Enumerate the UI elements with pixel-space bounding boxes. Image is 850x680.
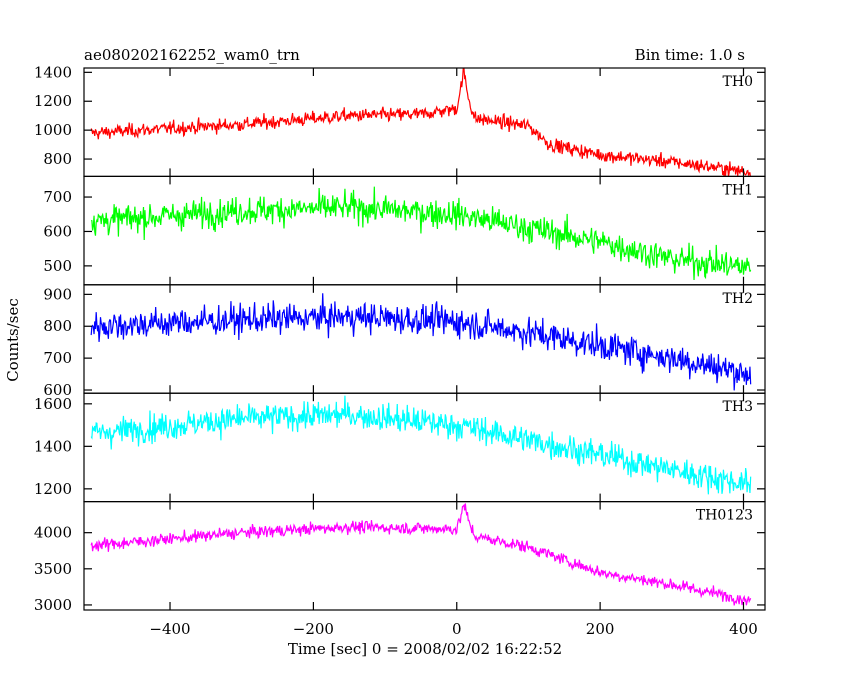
series-th3 xyxy=(90,395,752,495)
y-tick-label: 800 xyxy=(43,317,72,335)
y-tick-label: 1600 xyxy=(34,395,72,413)
y-tick-label: 700 xyxy=(43,349,72,367)
y-tick-label: 1000 xyxy=(34,121,72,139)
y-tick-label: 900 xyxy=(43,285,72,303)
series-th0123 xyxy=(90,503,752,606)
series-th2 xyxy=(90,293,752,391)
y-tick-label: 1200 xyxy=(34,480,72,498)
panel-label-th3: TH3 xyxy=(723,399,753,415)
x-axis-label: Time [sec] 0 = 2008/02/02 16:22:52 xyxy=(288,640,562,658)
panel-label-th2: TH2 xyxy=(723,291,753,307)
y-tick-label: 800 xyxy=(43,150,72,168)
panel-label-th0123: TH0123 xyxy=(696,508,753,524)
y-tick-label: 1200 xyxy=(34,92,72,110)
bin-time-label: Bin time: 1.0 s xyxy=(635,46,745,64)
y-tick-label: 1400 xyxy=(34,437,72,455)
series-th1 xyxy=(90,186,752,281)
y-tick-label: 600 xyxy=(43,381,72,399)
x-tick-label: 0 xyxy=(452,620,462,638)
chart-title: ae080202162252_wam0_trn xyxy=(84,46,300,64)
panel-frame-th1 xyxy=(83,175,766,286)
y-axis-label: Counts/sec xyxy=(4,298,22,382)
x-tick-label: 400 xyxy=(729,620,758,638)
y-tick-label: 3000 xyxy=(34,596,72,614)
series-th0 xyxy=(90,68,751,177)
y-tick-label: 500 xyxy=(43,257,72,275)
x-tick-label: −400 xyxy=(149,620,190,638)
panel-frame-th0 xyxy=(83,67,766,178)
panel-frame-th3 xyxy=(83,392,766,503)
panel-frame-th0123 xyxy=(83,501,766,611)
x-tick-label: 200 xyxy=(586,620,615,638)
panel-label-th1: TH1 xyxy=(723,182,753,198)
y-tick-label: 4000 xyxy=(34,524,72,542)
x-tick-label: −200 xyxy=(293,620,334,638)
panel-label-th0: TH0 xyxy=(723,74,753,90)
y-tick-label: 3500 xyxy=(34,560,72,578)
y-tick-label: 700 xyxy=(43,188,72,206)
panel-frame-th2 xyxy=(83,284,766,394)
y-tick-label: 600 xyxy=(43,222,72,240)
y-tick-label: 1400 xyxy=(34,63,72,81)
panels-group: 800 1000 1200 1400 TH0 500 600 700 TH1 600 700 800 9… xyxy=(34,63,766,638)
